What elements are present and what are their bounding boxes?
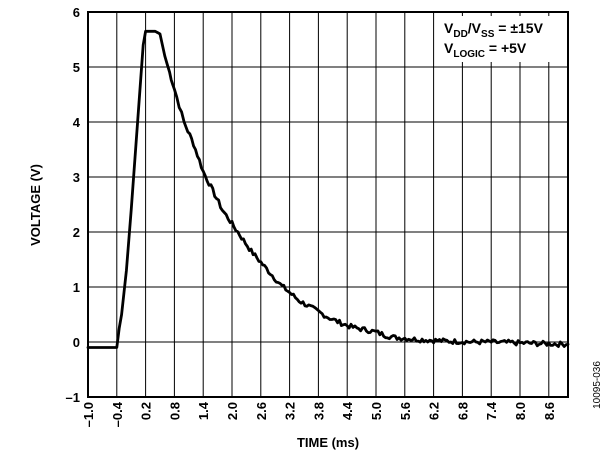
- x-tick-label: –0.4: [110, 401, 125, 427]
- x-tick-label: 6.2: [427, 402, 442, 420]
- figure-id: 10095-036: [592, 361, 603, 409]
- x-tick-label: 2.0: [225, 402, 240, 420]
- x-axis-title: TIME (ms): [297, 435, 359, 450]
- x-tick-label: 0.8: [167, 402, 182, 420]
- x-tick-label: 7.4: [484, 401, 499, 420]
- x-tick-label: 0.2: [139, 402, 154, 420]
- y-tick-label: 0: [73, 335, 80, 350]
- y-tick-label: 2: [73, 225, 80, 240]
- x-tick-label: 8.0: [513, 402, 528, 420]
- x-tick-label: 3.8: [311, 402, 326, 420]
- y-tick-labels: –1 0 1 2 3 4 5 6: [66, 5, 81, 405]
- plot-frame: [87, 11, 569, 398]
- x-tick-label: 1.4: [196, 401, 211, 420]
- x-tick-label: 4.4: [340, 401, 355, 420]
- y-tick-label: 5: [73, 60, 80, 75]
- y-tick-label: 3: [73, 170, 80, 185]
- grid: [88, 12, 568, 397]
- x-tick-label: 8.6: [542, 402, 557, 420]
- x-tick-label: 5.0: [369, 402, 384, 420]
- supply-annotation-line-1: VDD/VSS = ±15V: [444, 20, 544, 40]
- supply-annotation-line-2: VLOGIC = +5V: [444, 40, 527, 60]
- series-line: [86, 29, 570, 349]
- y-axis-title: VOLTAGE (V): [28, 164, 43, 246]
- x-tick-labels: –1.0 –0.4 0.2 0.8 1.4 2.0 2.6 3.2 3.8 4.4 5.0 5.6 6.…: [81, 401, 557, 427]
- y-tick-label: –1: [66, 390, 80, 405]
- x-tick-label: 2.6: [254, 402, 269, 420]
- supply-annotation: VDD/VSS = ±15V VLOGIC = +5V: [440, 16, 566, 62]
- y-tick-label: 4: [73, 115, 81, 130]
- x-tick-label: 6.8: [455, 402, 470, 420]
- x-tick-label: –1.0: [81, 402, 96, 427]
- x-tick-label: 5.6: [398, 402, 413, 420]
- y-tick-label: 1: [73, 280, 80, 295]
- y-tick-label: 6: [73, 5, 80, 20]
- x-tick-label: 3.2: [283, 402, 298, 420]
